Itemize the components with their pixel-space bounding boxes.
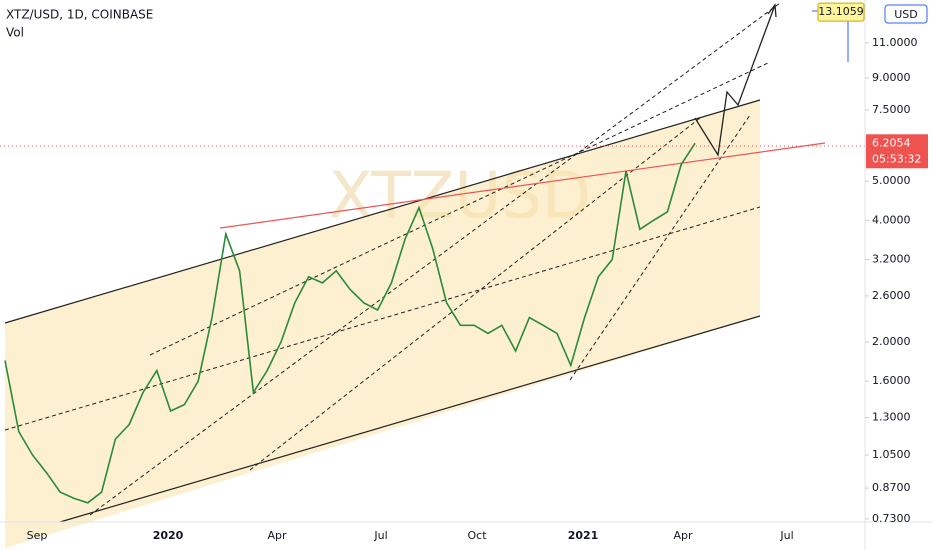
x-tick-label: Jul (779, 529, 793, 542)
y-tick-label: 1.0500 (872, 448, 911, 461)
target-label: 13.1059 (818, 5, 864, 18)
last-price-box (866, 134, 928, 169)
arrow-head (767, 3, 777, 18)
y-tick-label: 0.7300 (872, 512, 911, 525)
y-tick-label: 11.0000 (872, 36, 918, 49)
currency-button[interactable] (884, 4, 928, 24)
projection-arrow (694, 4, 776, 157)
y-tick-label: 9.0000 (872, 71, 911, 84)
x-tick-label: 2020 (153, 529, 184, 542)
channel-mid (4, 206, 761, 431)
x-tick-label: Apr (267, 529, 287, 542)
y-tick-label: 2.6000 (872, 289, 911, 302)
y-tick-label: 7.5000 (872, 103, 911, 116)
y-tick-label: 1.3000 (872, 411, 911, 424)
channel-bottom (59, 315, 761, 523)
dashed-line (149, 61, 771, 356)
currency-label[interactable]: USD (894, 8, 918, 21)
channel-top (4, 99, 761, 324)
x-tick-label: 2021 (568, 529, 599, 542)
x-tick-label: Oct (467, 529, 487, 542)
channel-fill (5, 100, 760, 548)
y-tick-label: 1.6000 (872, 374, 911, 387)
x-tick-label: Sep (27, 529, 48, 542)
x-tick-label: Jul (373, 529, 387, 542)
symbol-title: XTZ/USD, 1D, COINBASE (6, 8, 153, 22)
y-tick-label: 4.0000 (872, 213, 911, 226)
x-tick-label: Apr (673, 529, 693, 542)
countdown: 05:53:32 (872, 152, 921, 165)
target-box (817, 2, 865, 22)
price-series (4, 142, 696, 504)
dashed-line (569, 114, 751, 381)
volume-label: Vol (6, 26, 24, 40)
resistance-line (219, 142, 826, 229)
y-tick-label: 5.0000 (872, 174, 911, 187)
y-tick-label: 0.8700 (872, 481, 911, 494)
y-tick-label: 3.2000 (872, 253, 911, 266)
y-tick-label: 2.0000 (872, 335, 911, 348)
last-price-label: 6.2054 (872, 136, 911, 149)
